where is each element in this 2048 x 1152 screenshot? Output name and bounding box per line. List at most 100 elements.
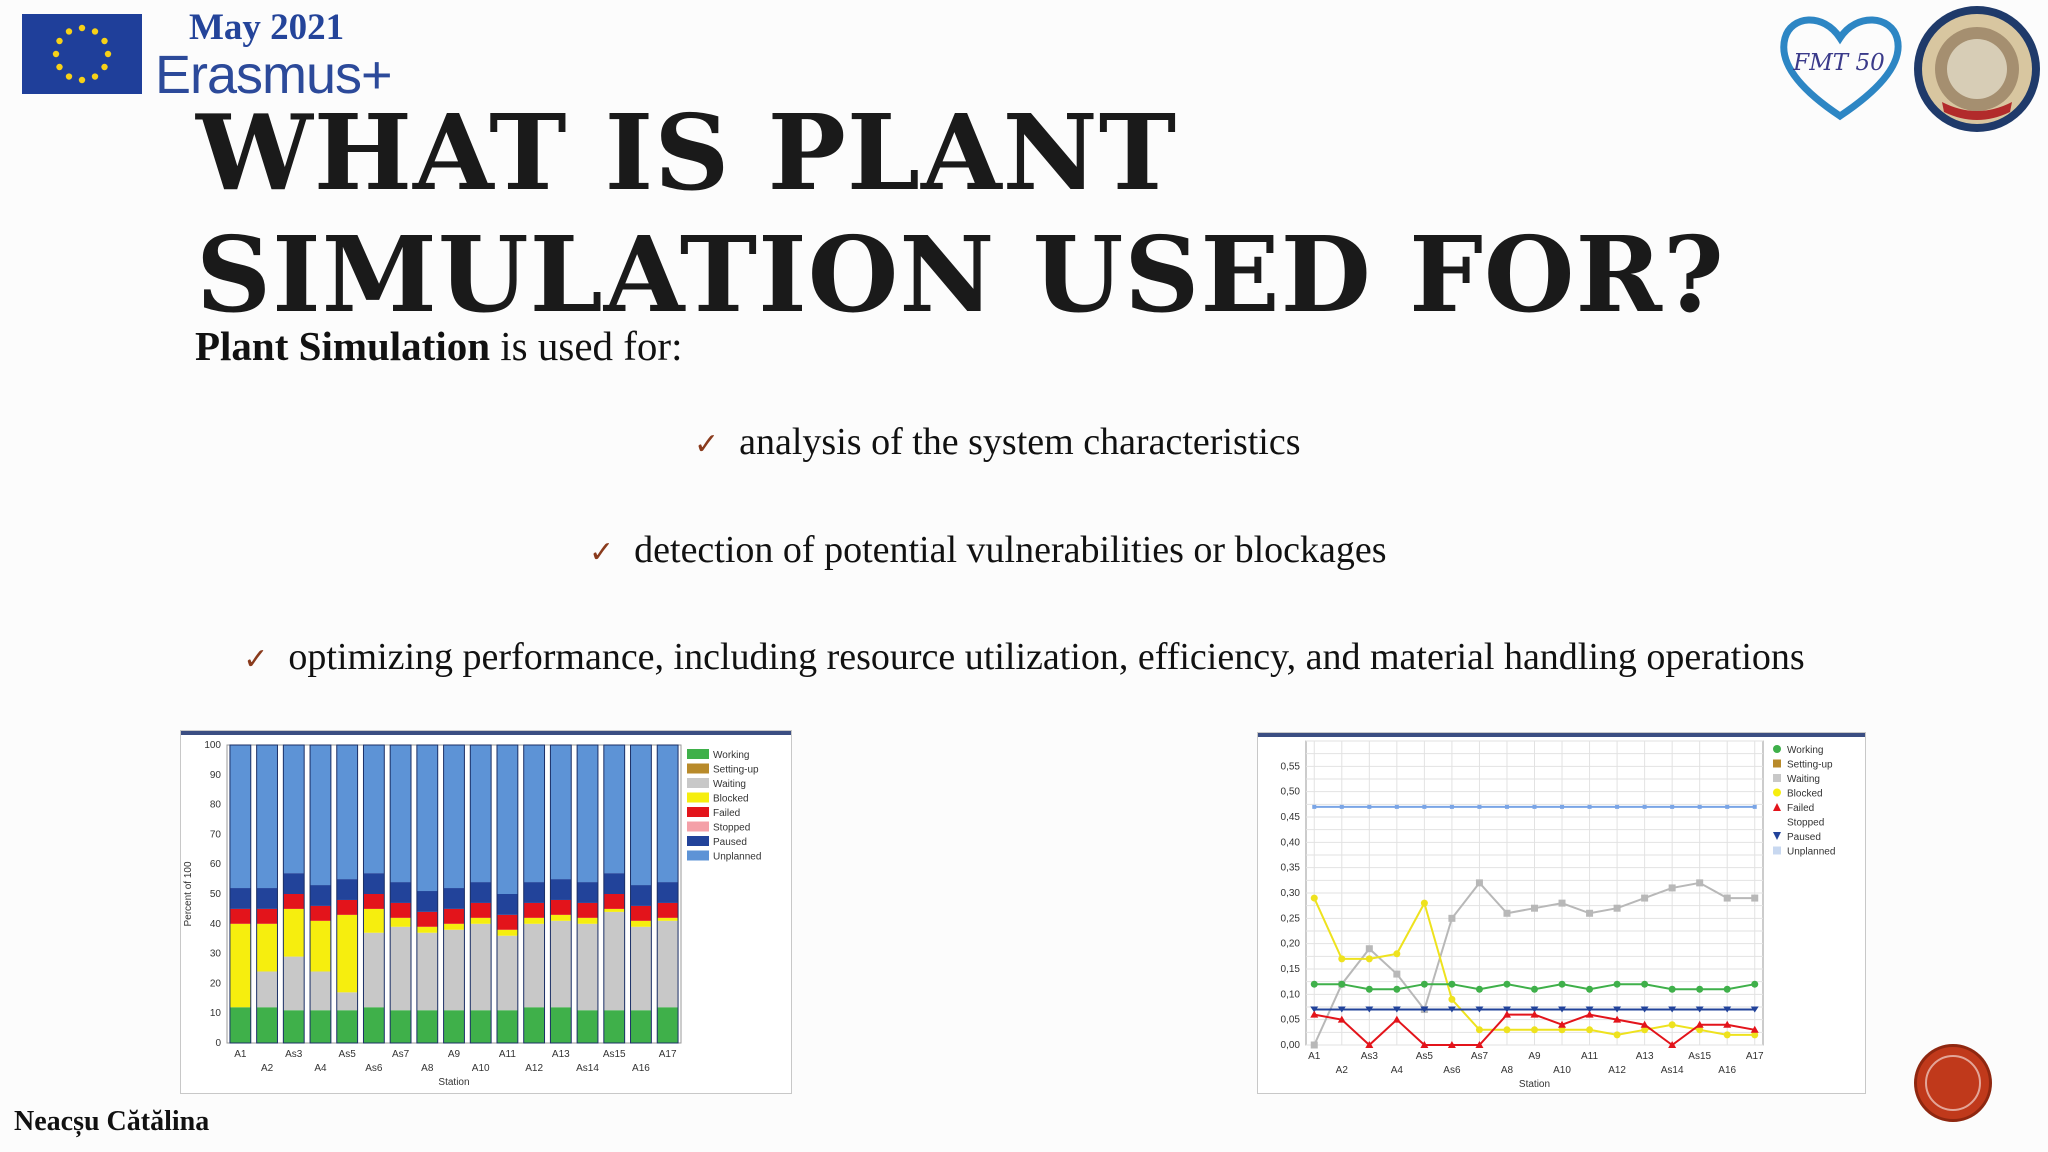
data-point [1503, 1026, 1511, 1034]
bar-segment [363, 932, 385, 1008]
line-chart: 0,00 0,05 0,10 0,15 0,20 0,25 0,30 0,35 0,40 0,45… [1257, 732, 1866, 1094]
x-tick-label: A8 [421, 1063, 434, 1074]
x-tick-label: As7 [1471, 1051, 1489, 1062]
data-point [1338, 955, 1346, 963]
data-point [1393, 950, 1401, 958]
data-point [1613, 980, 1621, 988]
x-tick-label: As6 [1443, 1065, 1461, 1076]
data-point [1365, 985, 1373, 993]
eu-star-icon [78, 24, 86, 32]
y-tick-label: 0 [215, 1038, 221, 1049]
bar-segment [416, 745, 438, 892]
x-tick-label: A9 [448, 1049, 461, 1060]
bar-segment [283, 1010, 305, 1043]
data-point [1310, 894, 1318, 902]
data-point [1615, 804, 1620, 809]
legend-label: Working [1787, 745, 1824, 756]
eu-star-icon [78, 76, 86, 84]
data-point [1504, 804, 1509, 809]
bar-outline [336, 744, 359, 1044]
data-point [1560, 804, 1565, 809]
x-tick-label: As14 [1661, 1065, 1684, 1076]
y-tick-label: 0,55 [1281, 761, 1301, 772]
data-point [1503, 909, 1511, 917]
intro-rest: is used for: [490, 323, 683, 369]
bar-outline [443, 744, 465, 1044]
legend-marker [1773, 759, 1781, 768]
bar-segment [577, 1010, 598, 1043]
legend-swatch [687, 821, 709, 832]
data-point [1337, 1015, 1346, 1023]
legend-swatch [687, 778, 709, 788]
bar-segment [310, 971, 331, 1011]
data-point [1751, 980, 1759, 988]
bar-segment [523, 923, 545, 1008]
y-tick-label: 0,10 [1281, 989, 1301, 1000]
bar-segment [336, 879, 358, 900]
bar-segment [603, 911, 625, 1011]
x-tick-label: A1 [234, 1049, 247, 1060]
eu-flag-logo [22, 14, 142, 94]
data-point [1585, 1010, 1594, 1018]
bar-segment [416, 1010, 438, 1043]
data-point [1337, 1006, 1346, 1013]
data-point [1530, 1010, 1539, 1018]
bar-segment [496, 745, 518, 894]
x-tick-label: As15 [603, 1049, 626, 1060]
brand-name: Erasmus+ [155, 45, 393, 105]
fmt-logo-text: FMT 50 [1792, 50, 1884, 76]
data-point [1586, 909, 1594, 917]
data-point [1475, 985, 1483, 993]
y-tick-label: 0,00 [1281, 1040, 1301, 1051]
bar-segment [550, 879, 572, 900]
bar-segment [256, 971, 278, 1008]
eu-star-icon [56, 63, 63, 71]
bar-segment [523, 917, 545, 924]
data-point [1725, 804, 1730, 809]
intro-bold: Plant Simulation [195, 323, 491, 369]
x-tick-label: A10 [1553, 1065, 1571, 1076]
data-point [1447, 1041, 1456, 1048]
data-point [1586, 985, 1594, 993]
data-point [1613, 1031, 1621, 1039]
bar-segment [630, 745, 652, 886]
bar-outline [416, 744, 439, 1044]
bar-outline [229, 744, 252, 1044]
bar-segment [256, 745, 278, 889]
data-point [1613, 1015, 1622, 1023]
next-slide-button[interactable] [1914, 1044, 1992, 1122]
bar-segment [336, 745, 358, 880]
data-point [1475, 879, 1483, 887]
chart-window-titlebar [181, 731, 791, 735]
line-chart-svg: 0,00 0,05 0,10 0,15 0,20 0,25 0,30 0,35 0,40 0,45… [1258, 733, 1865, 1090]
data-point [1392, 1015, 1401, 1023]
data-point [1723, 1020, 1732, 1028]
data-point [1365, 945, 1373, 953]
bar-segment [550, 899, 572, 915]
bar-outline [496, 744, 519, 1044]
eu-star-icon [101, 63, 108, 71]
data-point [1668, 1021, 1676, 1029]
bullet-item: ✓ analysis of the system characteristics [694, 420, 1301, 464]
data-point [1695, 1020, 1704, 1028]
x-tick-label: A17 [1746, 1051, 1764, 1062]
bar-segment [310, 1010, 331, 1043]
bar-outline [656, 744, 679, 1044]
bar-segment [256, 923, 278, 972]
bar-segment [577, 902, 598, 918]
x-tick-label: As5 [339, 1049, 357, 1060]
eu-star-icon [65, 28, 73, 35]
bar-segment [229, 908, 251, 924]
bar-segment [443, 888, 465, 909]
bar-segment [496, 929, 518, 936]
eu-star-icon [101, 37, 108, 45]
data-point [1696, 1026, 1704, 1034]
x-tick-label: A12 [1608, 1065, 1626, 1076]
bar-segment [603, 894, 625, 909]
bar-segment [657, 1007, 679, 1043]
y-tick-label: 0,20 [1281, 939, 1301, 950]
eu-stars-icon [52, 24, 112, 84]
data-point [1752, 804, 1757, 809]
bar-segment [496, 894, 518, 915]
y-tick-label: 100 [204, 740, 221, 751]
